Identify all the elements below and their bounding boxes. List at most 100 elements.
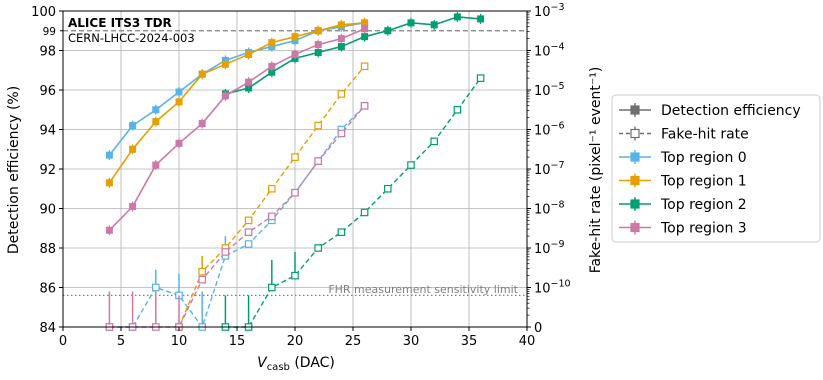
- top-region-3-fhr-point: [360, 101, 369, 110]
- x-axis-label-sub: casb: [267, 362, 290, 373]
- legend-marker: [630, 105, 640, 115]
- y-left-tick-label: 98: [39, 45, 56, 60]
- top-region-1-efficiency-point: [245, 50, 253, 58]
- top-region-2-efficiency-point: [245, 84, 253, 92]
- top-region-1-fhr-point: [244, 216, 253, 225]
- top-region-0-fhr-point: [244, 240, 253, 248]
- top-region-1-efficiency-line: [108, 22, 365, 184]
- top-region-2-fhr-point: [360, 208, 369, 217]
- legend: Detection efficiency Fake-hit rate Top reg…: [611, 94, 821, 243]
- top-region-1-efficiency-point: [175, 98, 183, 106]
- top-region-3-efficiency-point: [221, 92, 229, 100]
- legend-label: Detection efficiency: [661, 103, 801, 119]
- top-region-3-efficiency-point: [314, 41, 322, 49]
- y-left-tick-label: 88: [39, 242, 56, 257]
- y-right-tick-base: 10: [534, 124, 551, 139]
- top-region-3-efficiency-point: [337, 35, 345, 43]
- y-right-tick-exponent: −4: [551, 42, 565, 53]
- top-region-2-efficiency-line: [225, 16, 481, 95]
- top-region-3-fhr-point: [244, 228, 253, 237]
- y-right-tick-label: 10−3: [534, 2, 565, 20]
- x-axis-label-main: V: [257, 355, 268, 371]
- sensitivity-label: FHR measurement sensitivity limit: [328, 283, 518, 296]
- top-region-2-efficiency-point: [384, 27, 392, 35]
- top-region-1-fhr-point: [360, 62, 369, 71]
- x-axis-label-unit: (DAC): [290, 355, 335, 371]
- top-region-3-efficiency-point: [129, 203, 137, 211]
- top-region-2-efficiency-point: [361, 33, 369, 41]
- x-tick-label: 35: [461, 334, 478, 349]
- y-right-tick-label: 10−5: [534, 81, 565, 99]
- top-region-1-efficiency-point: [221, 60, 229, 68]
- top-region-2-fhr-point: [430, 137, 439, 146]
- legend-label: Top region 1: [660, 174, 747, 190]
- legend-marker: [630, 175, 640, 186]
- y-right-tick-base: 0: [534, 321, 542, 336]
- top-region-1-efficiency-point: [268, 39, 276, 47]
- top-region-3-fhr-point: [291, 188, 299, 197]
- top-region-1-efficiency-point: [152, 118, 160, 126]
- top-region-0-fhr-point: [152, 283, 160, 292]
- x-tick-label: 5: [117, 334, 125, 349]
- x-tick-label: 40: [519, 334, 536, 349]
- y-right-tick-exponent: −7: [551, 160, 565, 171]
- top-region-1-efficiency-point: [291, 33, 299, 41]
- legend-marker: [630, 222, 640, 233]
- top-region-1-efficiency-point: [129, 145, 137, 153]
- y-right-tick-label: 10−4: [534, 42, 565, 60]
- top-region-2-fhr-point: [268, 283, 276, 292]
- top-region-2-efficiency-point: [314, 48, 322, 56]
- top-region-2-fhr-point: [453, 105, 462, 114]
- top-region-0-efficiency-point: [129, 122, 137, 130]
- top-region-3-efficiency-point: [291, 50, 299, 58]
- top-region-0-efficiency-point: [152, 106, 160, 114]
- top-region-1-fhr-point: [291, 153, 299, 161]
- x-tick-label: 0: [59, 334, 67, 349]
- y-right-tick-base: 10: [534, 5, 551, 20]
- y-right-tick-label: 10−10: [534, 279, 571, 297]
- y-left-tick-label: 92: [39, 163, 56, 178]
- top-region-3-fhr-point: [314, 157, 323, 165]
- top-region-1-fhr-point: [337, 90, 346, 98]
- y-left-tick-label: 100: [31, 5, 56, 20]
- x-tick-label: 20: [287, 334, 304, 349]
- top-region-3-fhr-point: [337, 129, 346, 138]
- x-tick-label: 15: [229, 334, 246, 349]
- top-region-2-fhr-point: [384, 184, 392, 193]
- top-region-0-efficiency-point: [175, 88, 183, 96]
- top-region-2-fhr-point: [337, 228, 346, 237]
- top-region-1-efficiency-point: [314, 27, 322, 35]
- top-region-2-efficiency-point: [337, 43, 345, 51]
- top-region-3-fhr-point: [268, 212, 276, 221]
- top-region-2-efficiency-point: [407, 19, 415, 27]
- y-axis-left-label: Detection efficiency (%): [6, 86, 22, 254]
- top-region-1-fhr-point: [268, 184, 276, 193]
- x-tick-label: 10: [171, 334, 188, 349]
- y-right-tick-label: 10−6: [534, 121, 565, 139]
- top-region-3-efficiency-point: [105, 226, 113, 234]
- y-left-tick-label: 86: [39, 282, 56, 297]
- top-region-3-efficiency-point: [152, 161, 160, 169]
- top-region-1-efficiency-point: [337, 21, 345, 29]
- top-region-2-fhr-point: [291, 271, 299, 280]
- y-left-tick-label: 90: [39, 203, 56, 218]
- top-region-2-fhr-point: [314, 244, 323, 252]
- legend-label: Top region 0: [660, 150, 747, 166]
- top-region-3-efficiency-point: [198, 120, 206, 128]
- top-region-2-efficiency-point: [430, 21, 438, 29]
- y-left-tick-label: 96: [39, 84, 56, 99]
- top-region-3-efficiency-point: [268, 62, 276, 70]
- y-right-tick-exponent: −6: [551, 121, 565, 132]
- top-region-3-efficiency-point: [245, 78, 253, 86]
- legend-label: Top region 3: [660, 221, 747, 237]
- top-region-2-efficiency-point: [477, 15, 485, 23]
- y-axis-right-label: Fake-hit rate (pixel⁻¹ event⁻¹): [588, 67, 604, 274]
- y-right-tick-exponent: −10: [551, 279, 571, 290]
- y-right-tick-base: 10: [534, 203, 551, 218]
- y-left-tick-label: 94: [39, 124, 56, 139]
- reference-lines: [63, 30, 527, 296]
- top-region-1-efficiency-point: [361, 19, 369, 27]
- top-region-0-fhr-line: [109, 105, 366, 329]
